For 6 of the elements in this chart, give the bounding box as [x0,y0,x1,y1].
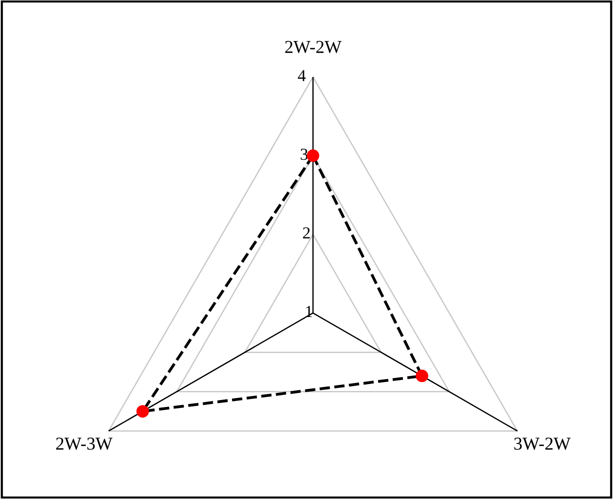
y-tick-label: 4 [298,70,306,82]
spoke-label: 2W-2W [285,40,342,54]
y-tick-label: 3 [300,148,308,160]
y-tick-label: 2 [303,227,310,238]
spoke-label: 2W-3W [56,438,113,450]
spoke-label: 3W-2W [514,438,571,450]
